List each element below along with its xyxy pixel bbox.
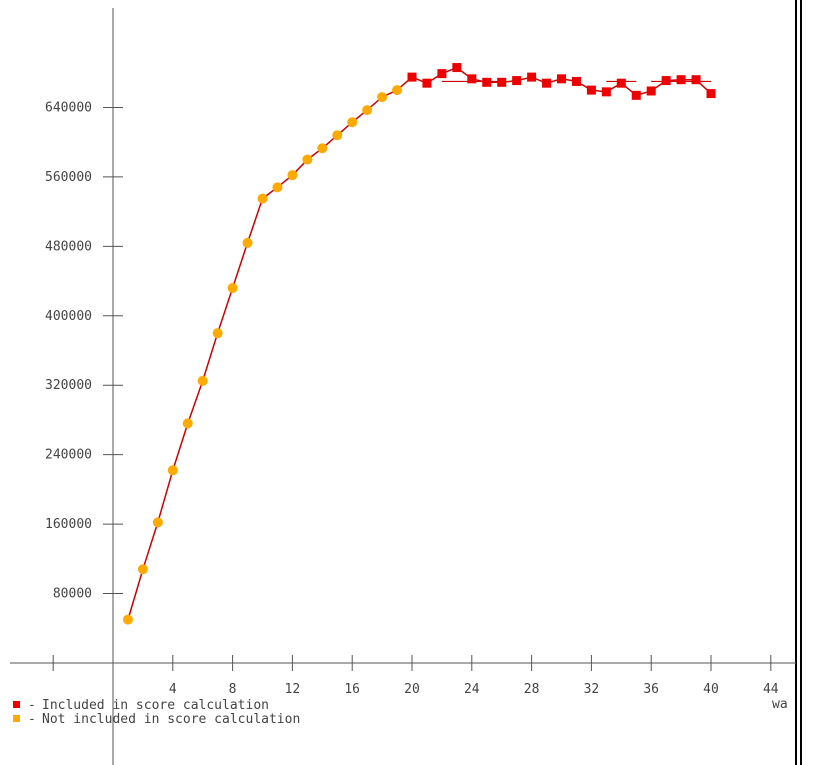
x-tick-label: 44 <box>763 682 779 697</box>
not-included-point <box>242 237 253 248</box>
not-included-point <box>167 465 178 476</box>
not-included-point <box>152 517 163 528</box>
x-tick-label: 20 <box>404 682 420 697</box>
not-included-point <box>257 193 268 204</box>
not-included-point <box>212 328 223 339</box>
not-included-point <box>332 130 343 141</box>
included-point <box>691 75 701 85</box>
legend-dash: - <box>28 698 36 713</box>
included-point <box>676 75 686 85</box>
x-tick-label: 28 <box>524 682 540 697</box>
y-tick-label: 240000 <box>45 448 92 463</box>
series-line <box>127 66 712 620</box>
included-point <box>571 76 581 86</box>
not-included-point <box>272 182 283 193</box>
included-point <box>527 72 537 82</box>
included-point <box>482 77 492 87</box>
not-included-point <box>377 92 388 103</box>
x-axis-label: wa <box>772 697 788 712</box>
x-tick-label: 12 <box>285 682 301 697</box>
included-point <box>586 85 596 95</box>
included-point <box>437 69 447 79</box>
y-tick-label: 320000 <box>45 378 92 393</box>
not-included-point <box>137 564 148 575</box>
included-point <box>631 90 641 100</box>
included-point <box>542 78 552 88</box>
not-included-point <box>122 614 133 625</box>
not-included-point <box>197 375 208 386</box>
x-tick-label: 32 <box>584 682 600 697</box>
not-included-point <box>347 117 358 128</box>
legend-label: Not included in score calculation <box>42 712 300 727</box>
included-point <box>557 74 566 84</box>
y-tick-label: 80000 <box>53 587 92 602</box>
not-included-point <box>287 170 298 181</box>
x-tick-label: 40 <box>703 682 719 697</box>
included-point <box>616 78 626 88</box>
included-point <box>646 86 656 96</box>
included-point <box>407 72 417 82</box>
not-included-point <box>182 418 193 429</box>
included-point <box>661 76 671 86</box>
y-tick-label: 640000 <box>45 100 92 115</box>
y-tick-label: 560000 <box>45 170 92 185</box>
y-tick-label: 160000 <box>45 517 92 532</box>
x-tick-label: 36 <box>643 682 659 697</box>
y-tick-label: 480000 <box>45 239 92 254</box>
x-tick-label: 8 <box>229 682 237 697</box>
included-point <box>452 63 462 73</box>
legend-label: Included in score calculation <box>42 698 269 713</box>
included-point <box>422 78 432 88</box>
legend-swatch <box>13 715 20 722</box>
not-included-point <box>392 85 403 96</box>
not-included-point <box>317 143 328 154</box>
included-point <box>706 89 716 99</box>
included-point <box>601 87 611 97</box>
legend-swatch <box>13 701 20 708</box>
y-tick-label: 400000 <box>45 309 92 324</box>
x-tick-label: 16 <box>344 682 360 697</box>
included-point <box>467 74 477 84</box>
not-included-point <box>227 283 238 294</box>
legend-dash: - <box>28 712 36 727</box>
x-tick-label: 4 <box>169 682 177 697</box>
included-point <box>512 76 522 86</box>
not-included-point <box>302 154 313 165</box>
included-point <box>497 77 507 87</box>
x-tick-label: 24 <box>464 682 480 697</box>
not-included-point <box>362 105 373 116</box>
